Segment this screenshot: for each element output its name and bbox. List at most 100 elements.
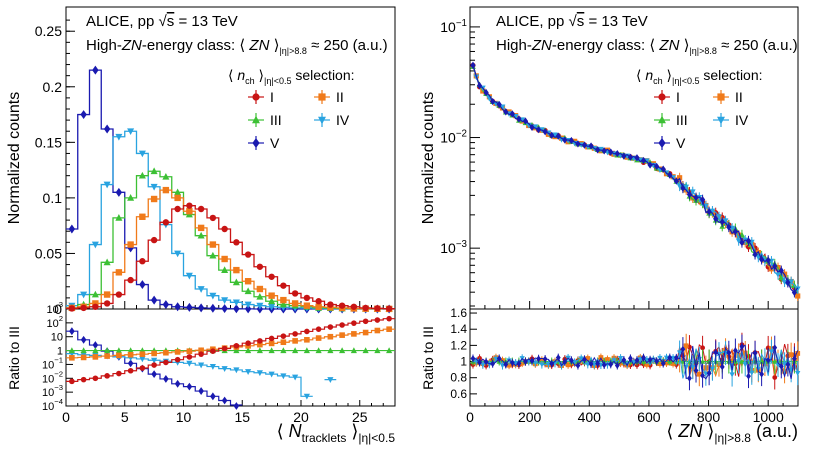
data-point-V [209, 303, 217, 313]
data-point-I [256, 263, 264, 270]
data-point-II [280, 296, 287, 304]
ratio-point-III [127, 347, 134, 354]
ratio-point-I [280, 333, 287, 339]
legend-marker-V [658, 137, 666, 149]
right-y-axis-label: Normalized counts [420, 92, 437, 225]
ratio-point-I [327, 324, 334, 330]
ratio-point-IV [268, 371, 275, 378]
ratio-point-I [127, 367, 134, 374]
legend-marker-II [318, 93, 326, 101]
data-point-V [115, 187, 123, 197]
ratio-line-I [66, 318, 395, 382]
data-point-III [150, 167, 158, 175]
left-ratio-y-tick-label: 10−4 [42, 397, 64, 413]
data-point-IV [174, 250, 182, 258]
left-y-axis-label: Normalized counts [6, 92, 23, 225]
left-ratio-y-tick-label: 1 [57, 346, 63, 358]
data-point-II [150, 195, 158, 203]
ratio-point-I [210, 348, 216, 355]
data-point-III [127, 194, 135, 201]
ratio-point-III [104, 347, 111, 354]
ratio-point-I [174, 356, 181, 363]
ratio-point-II [362, 329, 369, 336]
series-line-IV [472, 65, 799, 290]
data-point-II [127, 241, 134, 248]
left-selection-label: ⟨ nch ⟩|η|<0.5 selection: [228, 67, 355, 86]
ratio-point-III [315, 347, 322, 354]
left-x-tick-label: 10 [176, 409, 192, 425]
data-point-III [209, 251, 217, 259]
right-y-tick-label: 10−2 [440, 129, 467, 146]
ratio-point-V [470, 355, 476, 362]
right-x-axis-label: ⟨ ZN ⟩|η|>8.8 (a.u.) [666, 421, 798, 445]
left-x-tick-label: 25 [352, 409, 368, 425]
ratio-point-II [351, 331, 357, 337]
data-point-I [385, 305, 393, 312]
ratio-point-II [386, 326, 392, 332]
data-point-V [233, 304, 240, 314]
ratio-point-II [92, 354, 99, 360]
ratio-point-I [268, 335, 275, 342]
ratio-point-III [327, 347, 334, 354]
ratio-point-IV [256, 370, 263, 377]
data-point-I [209, 214, 217, 222]
data-point-II [303, 302, 311, 309]
right-ratio-y-axis-label: Ratio to III [420, 326, 436, 390]
data-point-I [197, 205, 205, 213]
data-point-IV [244, 301, 252, 309]
ratio-point-I [69, 378, 75, 385]
series-line-I [472, 65, 799, 293]
data-point-V [80, 110, 87, 120]
ratio-point-IV [749, 370, 755, 376]
data-point-V [174, 302, 181, 312]
data-point-V [139, 280, 146, 290]
series-line-I [66, 205, 395, 310]
data-point-II [162, 186, 170, 194]
data-point-IV [221, 297, 229, 304]
data-point-I [221, 225, 228, 233]
ratio-point-III [268, 347, 275, 354]
ratio-point-II [315, 335, 322, 341]
legend-label-II: II [336, 89, 344, 105]
ratio-point-IV [151, 357, 158, 364]
ratio-point-I [386, 315, 392, 322]
legend-label-III: III [270, 112, 282, 128]
data-point-III [197, 231, 205, 239]
data-point-V [150, 295, 158, 305]
data-point-III [256, 292, 264, 300]
data-point-II [315, 303, 322, 310]
data-point-III [232, 278, 240, 286]
data-point-I [139, 258, 146, 265]
ratio-point-V [80, 335, 87, 344]
ratio-point-V [210, 392, 216, 401]
right-ratio-y-tick-label: 1.4 [450, 322, 467, 336]
ratio-point-IV [245, 369, 252, 376]
ratio-point-III [233, 347, 240, 354]
left-series [66, 65, 395, 314]
ratio-point-II [186, 348, 193, 355]
data-point-III [115, 214, 123, 221]
right-ratio-y-tick-label: 0.6 [450, 387, 467, 401]
left-panel: 0 5 10 15 20 2500.050.10.150.20.2510−410−310−… [6, 6, 396, 445]
data-point-II [174, 194, 181, 202]
data-point-I [115, 291, 123, 298]
left-header-line1: ALICE, pp √s = 13 TeV [86, 13, 238, 30]
ratio-point-III [80, 347, 87, 354]
data-point-III [279, 300, 287, 308]
ratio-point-I [245, 340, 251, 347]
ratio-point-II [139, 351, 146, 357]
data-point-IV [185, 272, 193, 280]
ratio-point-I [80, 376, 87, 383]
ratio-point-II [268, 340, 275, 347]
left-header-line2: High-ZN-energy class: ⟨ ZN ⟩|η|>8.8 ≈ 25… [86, 37, 388, 56]
data-point-I [174, 205, 181, 213]
ratio-point-I [116, 370, 122, 377]
ratio-point-V [174, 379, 181, 388]
left-y-tick-label: 0.05 [35, 245, 62, 261]
ratio-point-V [92, 341, 99, 349]
left-ratio-y-tick-label: 10−1 [42, 355, 63, 371]
data-point-III [91, 290, 99, 298]
data-point-I [291, 290, 299, 297]
data-point-V [197, 303, 205, 313]
